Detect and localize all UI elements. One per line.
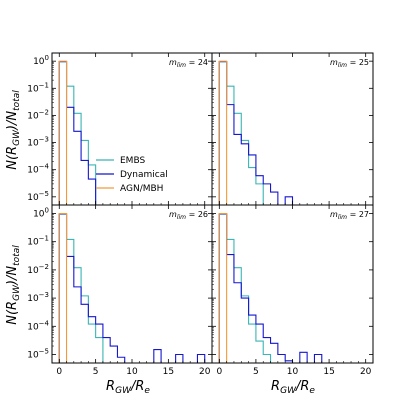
y-tick-label: 10−5 — [27, 348, 49, 361]
y-tick-label: 100 — [33, 206, 49, 219]
y-tick-label: 100 — [33, 54, 49, 67]
y-tick-label: 10−4 — [27, 319, 49, 332]
y-tick-label: 10−4 — [27, 163, 49, 176]
legend-label: AGN/MBH — [120, 184, 163, 194]
legend: EMBS Dynamical AGN/MBH — [96, 156, 168, 194]
histogram-agnmbh — [218, 60, 228, 205]
panel-label: mlim = 25 — [330, 58, 369, 69]
histogram-lines — [218, 212, 323, 363]
y-tick-label: 10−3 — [27, 291, 49, 304]
x-tick-label: 15 — [163, 367, 174, 377]
y-axis-label-top: N(RGW)/Ntotal — [5, 90, 22, 170]
y-tick-label: 10−1 — [27, 81, 49, 94]
panel-4: 0 5 10 15 20 mlim = 27 — [211, 204, 374, 377]
x-tick-label: 15 — [323, 367, 334, 377]
panel-1: 100 10−1 10−2 10−3 10−4 10−5 mlim = 24 — [27, 52, 213, 206]
x-tick-label: 0 — [216, 367, 222, 377]
x-axis-label-left: RGW/Re — [106, 379, 150, 396]
legend-label: Dynamical — [120, 170, 168, 180]
y-tick-label: 10−1 — [27, 235, 49, 248]
panel-label: mlim = 27 — [330, 210, 369, 221]
panel-2: mlim = 25 — [211, 52, 374, 206]
y-tick-label: 10−2 — [27, 263, 49, 276]
histogram-dynamical — [218, 213, 323, 363]
histogram-agnmbh — [58, 60, 68, 205]
x-tick-label: 5 — [253, 367, 259, 377]
histogram-agnmbh — [218, 212, 228, 363]
x-tick-label: 10 — [287, 367, 299, 377]
histogram-dynamical — [218, 60, 294, 205]
legend-label: EMBS — [120, 156, 145, 166]
y-tick-label: 10−5 — [27, 190, 49, 203]
panel-3: 0 5 10 15 20 100 10−1 10−2 10−3 10−4 10−5 mlim = 26 — [27, 204, 213, 377]
x-tick-label: 0 — [56, 367, 62, 377]
panel-label: mlim = 24 — [169, 58, 208, 69]
x-tick-label: 20 — [199, 367, 211, 377]
histogram-agnmbh — [58, 212, 68, 363]
x-tick-label: 5 — [93, 367, 99, 377]
y-tick-label: 10−2 — [27, 108, 49, 121]
y-tick-label: 10−3 — [27, 136, 49, 149]
y-axis-label-bottom: N(RGW)/Ntotal — [5, 245, 22, 325]
x-tick-label: 20 — [360, 367, 372, 377]
panel-label: mlim = 26 — [169, 210, 208, 221]
x-axis-label-right: RGW/Re — [271, 379, 315, 396]
histogram-lines — [58, 60, 97, 205]
x-tick-label: 10 — [126, 367, 138, 377]
histogram-lines — [218, 60, 294, 205]
